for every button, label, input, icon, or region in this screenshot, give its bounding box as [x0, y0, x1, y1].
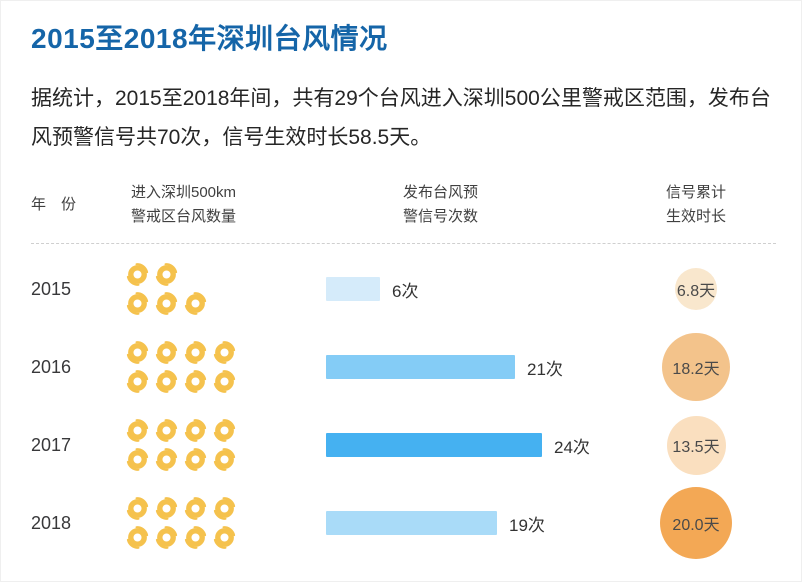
duration-bubble: 6.8天: [675, 268, 717, 310]
year-label: 2017: [31, 434, 72, 455]
year-label: 2016: [31, 356, 72, 377]
typhoon-icon: [126, 419, 149, 442]
typhoon-icon: [126, 497, 149, 520]
typhoon-icon: [155, 419, 178, 442]
typhoon-icon: [213, 370, 236, 393]
typhoon-pictogram: [126, 419, 326, 471]
duration-bubble: 13.5天: [666, 415, 726, 475]
typhoon-icon-line: [126, 370, 326, 393]
typhoon-pictogram: [126, 341, 326, 393]
table-header: 年 份 进入深圳500km 警戒区台风数量 发布台风预 警信号次数 信号累计 生…: [31, 179, 776, 244]
typhoon-icon: [213, 497, 236, 520]
typhoon-icon: [213, 341, 236, 364]
typhoon-icon: [155, 263, 178, 286]
typhoon-icon: [184, 497, 207, 520]
warning-bar: [326, 511, 497, 535]
warning-count-label: 24次: [554, 437, 590, 457]
table-row: 2016 21次 18.2天: [31, 328, 777, 406]
typhoon-icon: [155, 448, 178, 471]
typhoon-icon: [184, 526, 207, 549]
typhoon-icon: [184, 292, 207, 315]
duration-label: 18.2天: [672, 361, 720, 378]
warning-bar: [326, 277, 380, 301]
warning-bar: [326, 355, 515, 379]
typhoon-icon: [126, 526, 149, 549]
typhoon-pictogram: [126, 497, 326, 549]
typhoon-icon: [126, 370, 149, 393]
typhoon-icon: [126, 448, 149, 471]
table-row: 2018 19次 20.0天: [31, 484, 777, 562]
warning-bar-cell: 24次: [326, 433, 616, 458]
table-row: 2017 24次 13.5天: [31, 406, 777, 484]
header-warning-count: 发布台风预 警信号次数: [326, 181, 616, 229]
typhoon-icon-line: [126, 263, 326, 286]
year-label: 2018: [31, 512, 72, 533]
duration-bubble: 18.2天: [662, 333, 730, 401]
typhoon-icon: [126, 292, 149, 315]
typhoon-icon: [155, 341, 178, 364]
warning-bar: [326, 433, 542, 457]
typhoon-icon-line: [126, 341, 326, 364]
typhoon-icon: [213, 419, 236, 442]
duration-bubble: 20.0天: [660, 487, 732, 559]
typhoon-icon: [184, 448, 207, 471]
summary-text: 据统计，2015至2018年间，共有29个台风进入深圳500公里警戒区范围，发布…: [31, 87, 771, 149]
header-typhoon-count-line2: 警戒区台风数量: [131, 208, 237, 225]
typhoon-icon: [155, 370, 178, 393]
page-title: 2015至2018年深圳台风情况: [31, 23, 388, 54]
header-duration-line2: 生效时长: [666, 208, 727, 225]
typhoon-icon: [184, 419, 207, 442]
warning-count-label: 19次: [509, 515, 545, 535]
typhoon-icon: [184, 341, 207, 364]
duration-label: 20.0天: [672, 517, 720, 534]
duration-label: 13.5天: [672, 439, 720, 456]
typhoon-icon-line: [126, 497, 326, 520]
warning-bar-cell: 19次: [326, 511, 616, 536]
header-typhoon-count: 进入深圳500km 警戒区台风数量: [126, 181, 326, 229]
table-row: 2015 6次 6.8天: [31, 250, 777, 328]
duration-bubble-cell: 13.5天: [616, 415, 776, 475]
typhoon-icon: [126, 341, 149, 364]
warning-count-label: 6次: [392, 281, 419, 301]
typhoon-icon-line: [126, 419, 326, 442]
warning-count-label: 21次: [527, 359, 563, 379]
typhoon-icon: [184, 370, 207, 393]
table-body: 2015 6次 6.8天 2016 21次 18.2天 2017 24次 13.5天 2018 19…: [31, 250, 777, 562]
duration-bubble-cell: 20.0天: [616, 487, 776, 559]
typhoon-icon: [155, 292, 178, 315]
duration-bubble-cell: 18.2天: [616, 333, 776, 401]
header-warning-count-line2: 警信号次数: [403, 208, 479, 225]
typhoon-icon-line: [126, 526, 326, 549]
warning-bar-cell: 21次: [326, 355, 616, 380]
header-typhoon-count-line1: 进入深圳500km: [131, 184, 237, 201]
header-duration: 信号累计 生效时长: [616, 181, 776, 229]
typhoon-icon-line: [126, 448, 326, 471]
duration-label: 6.8天: [676, 283, 716, 300]
duration-bubble-cell: 6.8天: [616, 268, 776, 310]
typhoon-icon: [126, 263, 149, 286]
header-duration-line1: 信号累计: [666, 184, 727, 201]
warning-bar-cell: 6次: [326, 277, 616, 302]
year-label: 2015: [31, 278, 72, 299]
typhoon-icon: [155, 526, 178, 549]
header-year: 年 份: [31, 196, 77, 213]
typhoon-icon: [155, 497, 178, 520]
typhoon-icon: [213, 526, 236, 549]
typhoon-pictogram: [126, 263, 326, 315]
header-warning-count-line1: 发布台风预: [403, 184, 479, 201]
typhoon-icon: [213, 448, 236, 471]
typhoon-icon-line: [126, 292, 326, 315]
